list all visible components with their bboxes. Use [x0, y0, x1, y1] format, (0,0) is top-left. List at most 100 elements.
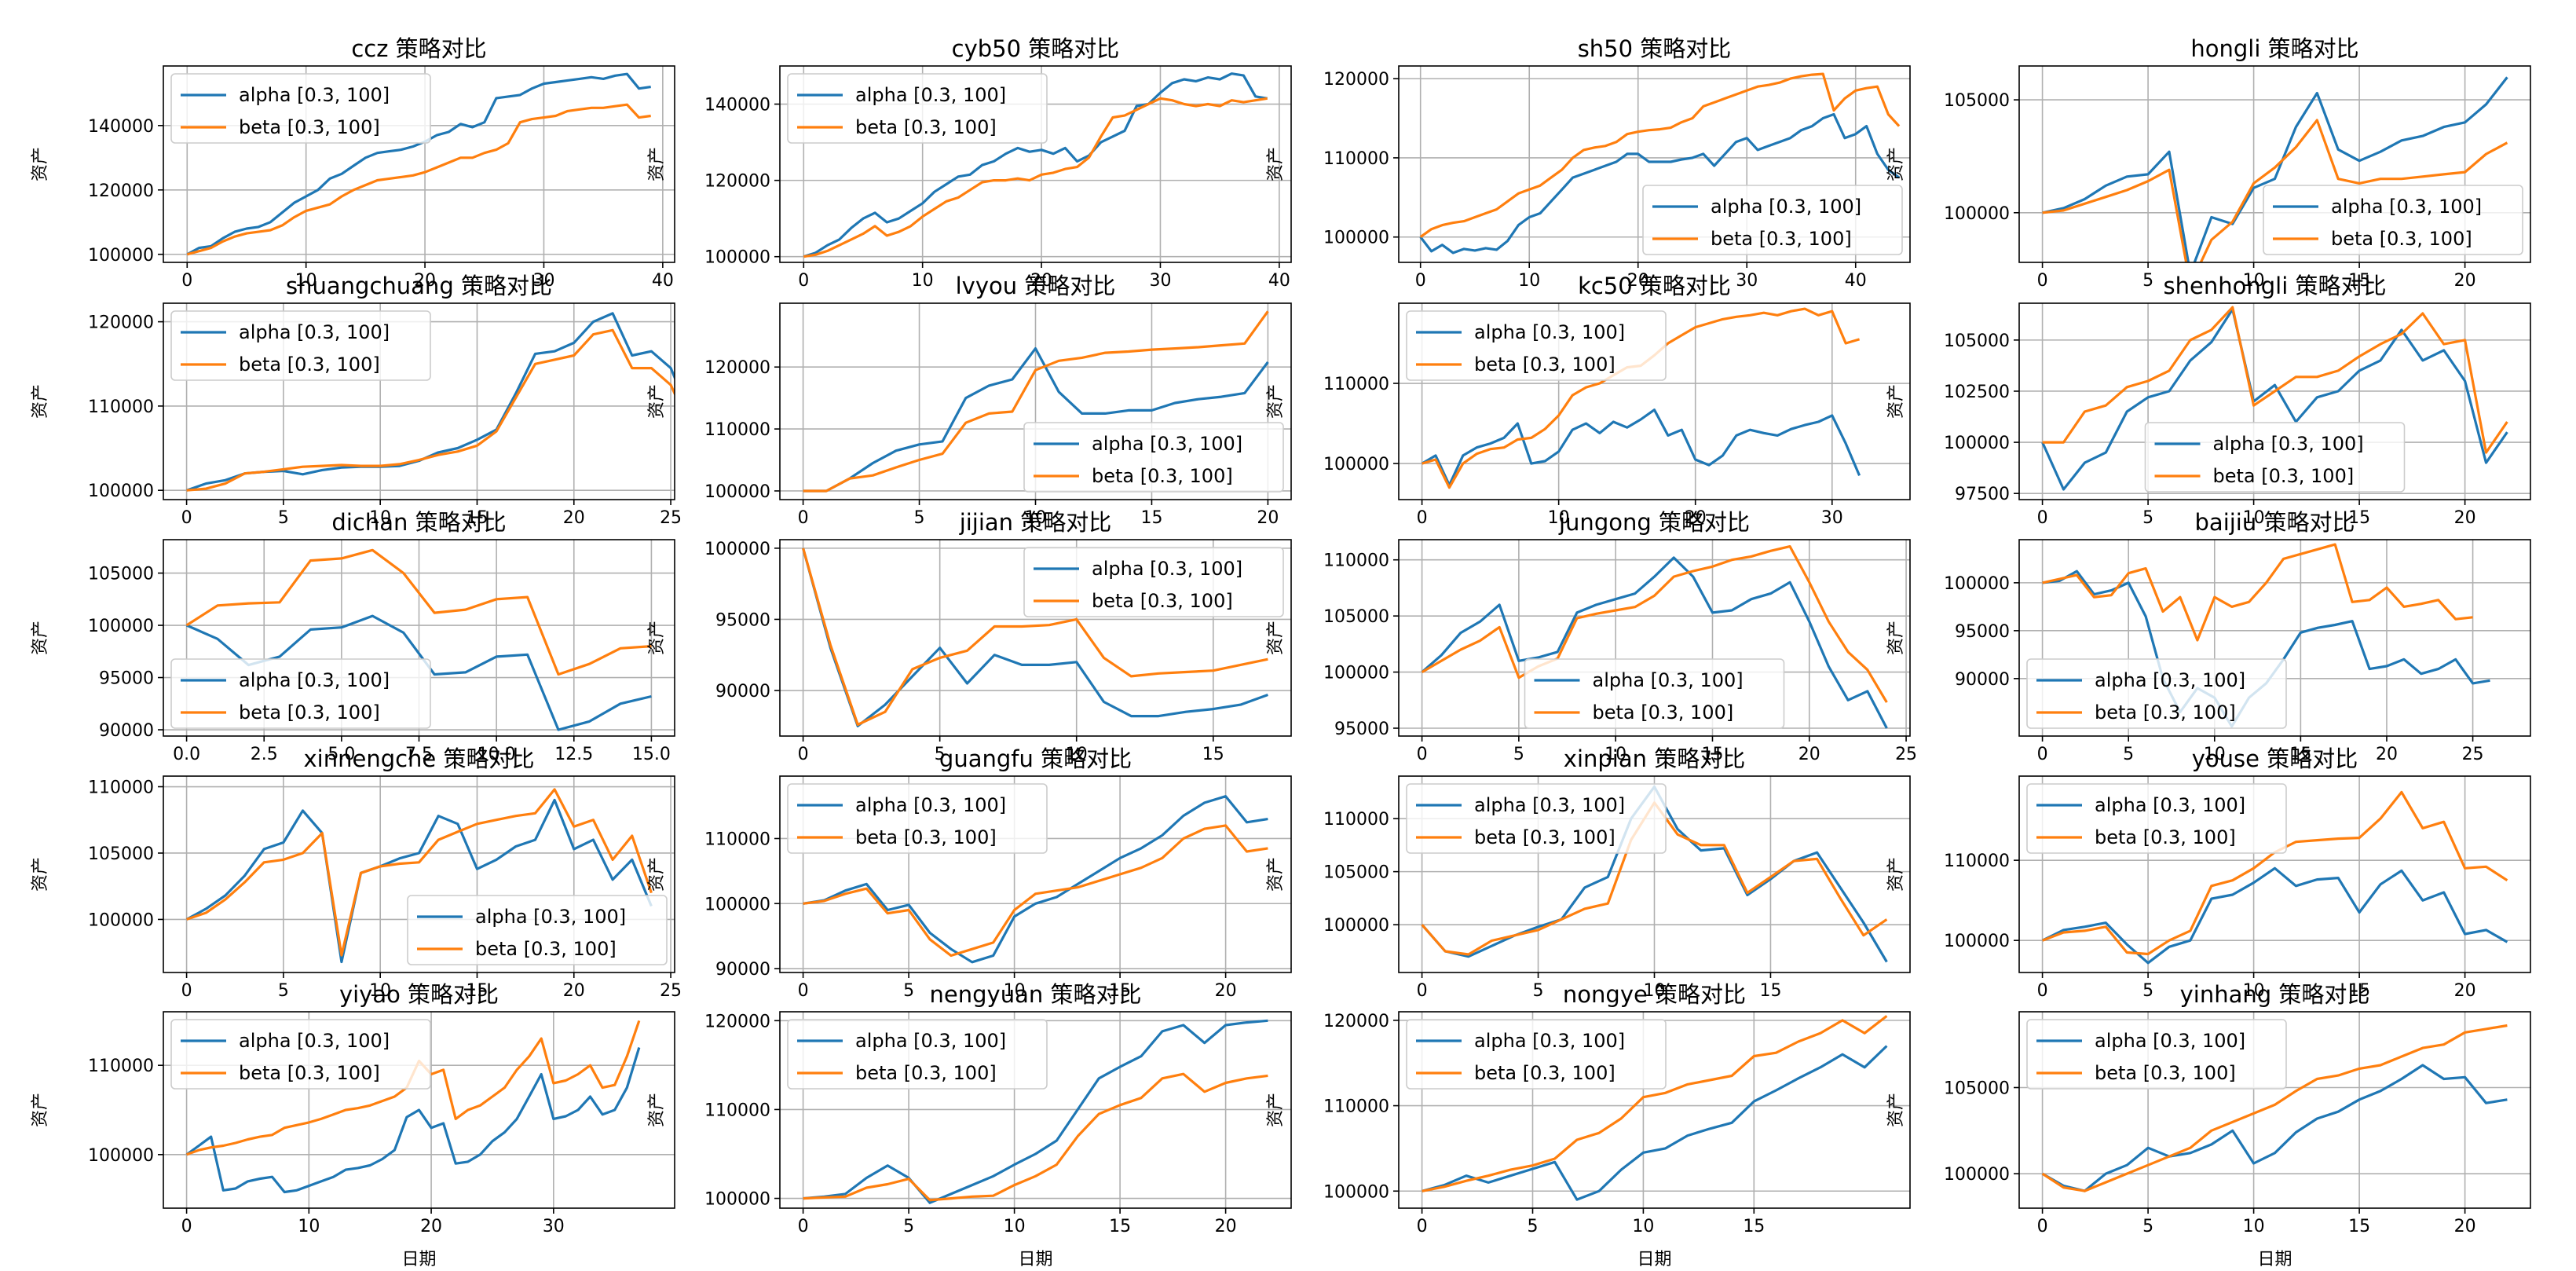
x-tick-label: 5	[1528, 1217, 1539, 1236]
y-tick-label: 95000	[715, 610, 770, 630]
x-tick-label: 10	[1025, 508, 1047, 528]
series-line-alpha	[1422, 1045, 1888, 1201]
y-tick-label: 120000	[88, 313, 154, 333]
x-tick-label: 30	[1821, 508, 1843, 528]
legend-label: beta [0.3, 100]	[855, 826, 997, 848]
y-tick-label: 105000	[1944, 1079, 2010, 1098]
x-tick-label: 15	[1743, 1217, 1765, 1236]
legend: alpha [0.3, 100] beta [0.3, 100]	[2026, 658, 2287, 729]
x-tick-label: 10	[2243, 1217, 2265, 1236]
subplot-title: baijiu 策略对比	[2195, 509, 2355, 536]
y-tick-label: 100000	[1323, 664, 1389, 683]
series-line-alpha	[185, 1047, 641, 1194]
y-axis-label: 资产	[31, 621, 50, 655]
y-tick-label: 100000	[88, 617, 154, 636]
y-tick-label: 120000	[704, 172, 770, 192]
y-tick-label: 110000	[704, 830, 770, 849]
series-line-beta	[185, 548, 652, 676]
x-tick-label: 20	[1215, 981, 1237, 1001]
y-tick-label: 100000	[1323, 229, 1389, 248]
y-tick-label: 100000	[1323, 916, 1389, 936]
x-tick-label: 0	[2037, 1217, 2048, 1236]
legend-label: alpha [0.3, 100]	[1711, 196, 1861, 218]
x-tick-label: 15	[1109, 1217, 1131, 1236]
x-tick-label: 10	[2204, 745, 2226, 764]
subplot-4: 0 5 10 15 20 25 100000 110000 120000 资产 shuangchua…	[31, 273, 682, 528]
axes-frame	[1398, 1011, 1911, 1209]
x-tick-label: 5.0	[327, 745, 355, 764]
y-tick-label: 110000	[1323, 551, 1389, 571]
x-axis-label: 日期	[2257, 1250, 2292, 1269]
series-line-beta	[803, 824, 1268, 958]
y-tick-label: 120000	[704, 1012, 770, 1031]
y-tick-label: 100000	[704, 895, 770, 914]
x-tick-label: 5	[914, 508, 925, 528]
axes-frame	[2018, 539, 2531, 737]
x-tick-label: 0	[798, 981, 809, 1001]
x-tick-label: 25	[660, 508, 682, 528]
y-tick-label: 110000	[1323, 149, 1389, 169]
x-tick-label: 15	[1202, 745, 1224, 764]
x-tick-label: 5	[1533, 981, 1544, 1001]
y-tick-label: 105000	[1944, 331, 2010, 351]
legend-label: beta [0.3, 100]	[855, 1062, 997, 1084]
y-tick-label: 100000	[1944, 1165, 2010, 1185]
y-tick-label: 100000	[88, 910, 154, 930]
x-tick-label: 30	[532, 271, 554, 291]
y-tick-label: 110000	[704, 420, 770, 440]
x-tick-label: 0	[1415, 271, 1426, 291]
y-tick-label: 100000	[88, 246, 154, 266]
x-tick-label: 10	[1605, 745, 1626, 764]
x-tick-label: 20	[1685, 508, 1707, 528]
legend-box	[2144, 422, 2406, 493]
x-tick-label: 10	[1066, 745, 1088, 764]
x-tick-label: 0	[798, 508, 809, 528]
y-tick-label: 100000	[704, 482, 770, 502]
legend-box	[170, 73, 431, 144]
legend-label: beta [0.3, 100]	[1711, 228, 1852, 250]
legend-box	[2263, 185, 2523, 255]
series-line-alpha	[2041, 308, 2508, 491]
legend: alpha [0.3, 100] beta [0.3, 100]	[787, 73, 1048, 144]
x-tick-label: 20	[420, 1217, 442, 1236]
series-line-alpha	[2041, 1064, 2508, 1192]
subplot-14: 0 5 10 15 100000 105000 110000 资产 xinpian 策略对比 al…	[1266, 745, 1911, 1001]
subplot-title: xinpian 策略对比	[1564, 745, 1745, 772]
legend-label: alpha [0.3, 100]	[2331, 196, 2482, 218]
legend: alpha [0.3, 100] beta [0.3, 100]	[407, 895, 668, 965]
series-line-alpha	[186, 72, 651, 256]
legend-label: beta [0.3, 100]	[1474, 826, 1615, 848]
x-tick-label: 20	[2376, 745, 2398, 764]
y-tick-label: 110000	[88, 397, 154, 417]
legend-box	[787, 73, 1048, 144]
legend-label: beta [0.3, 100]	[239, 353, 380, 375]
x-tick-label: 10	[1518, 271, 1540, 291]
legend-box	[1023, 547, 1284, 617]
x-tick-label: 15	[1109, 981, 1131, 1001]
x-tick-label: 20	[2454, 1217, 2476, 1236]
y-tick-label: 100000	[88, 482, 154, 501]
x-tick-label: 30	[1149, 271, 1171, 291]
subplot-title: jungong 策略对比	[1558, 509, 1750, 536]
x-tick-label: 10	[295, 271, 317, 291]
legend: alpha [0.3, 100] beta [0.3, 100]	[787, 783, 1048, 854]
y-tick-label: 120000	[1323, 1012, 1389, 1031]
y-tick-label: 100000	[1944, 204, 2010, 224]
y-tick-label: 140000	[88, 117, 154, 137]
x-tick-label: 10	[2243, 508, 2265, 528]
legend: alpha [0.3, 100] beta [0.3, 100]	[1406, 1019, 1667, 1090]
legend: alpha [0.3, 100] beta [0.3, 100]	[1406, 310, 1667, 381]
legend-label: beta [0.3, 100]	[239, 1062, 380, 1084]
series-line-beta	[1421, 544, 1888, 703]
legend-box	[1406, 1019, 1667, 1090]
x-tick-label: 15	[2348, 981, 2370, 1001]
x-tick-label: 15	[2348, 271, 2370, 291]
legend-label: beta [0.3, 100]	[855, 116, 997, 138]
x-tick-label: 10	[1548, 508, 1570, 528]
series-line-beta	[2042, 543, 2473, 642]
x-tick-label: 5	[278, 981, 289, 1001]
x-axis-label: 日期	[401, 1250, 436, 1269]
axes-frame	[779, 775, 1292, 973]
x-tick-label: 10	[2243, 271, 2265, 291]
